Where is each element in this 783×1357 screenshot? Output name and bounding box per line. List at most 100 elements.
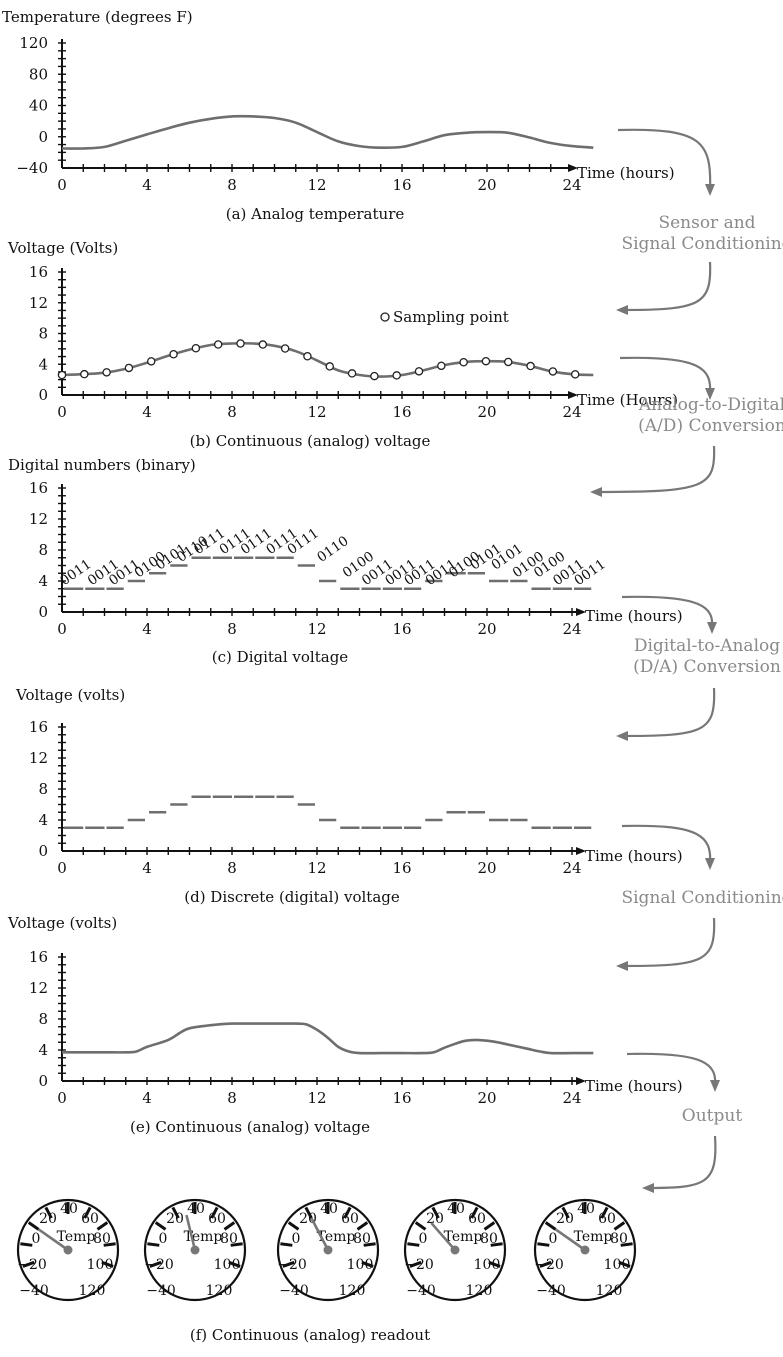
series-line [61,114,594,150]
dial-scale-label: 20 [166,1211,184,1227]
x-tick-label: 8 [227,620,237,638]
sampling-point [80,369,89,379]
flow-arrowhead-8 [616,961,628,971]
x-tick-label: 24 [562,403,581,421]
sampling-point [414,367,424,376]
x-tick-label: 0 [57,859,67,877]
dial-tick [147,1242,160,1247]
dial-scale-label: 40 [577,1201,595,1217]
flow-stage-sensor-line1: Sensor and [658,213,755,233]
y-tick-label: 120 [19,34,48,52]
x-tick-label: 16 [392,1089,411,1107]
dial-scale-label: 60 [81,1211,99,1227]
dial-tick [101,1260,114,1268]
x-tick-label: 16 [392,403,411,421]
y-tick-label: 16 [29,718,48,736]
process-flow: Sensor and Signal Conditioning Analog-to… [590,128,783,1193]
flow-arrow-4 [595,445,716,494]
flow-arrowhead-6 [616,731,628,741]
dial-tick [83,1206,92,1219]
x-tick-label: 8 [227,1089,237,1107]
x-tick-label: 24 [562,1089,581,1107]
y-tick-label: 0 [38,128,48,146]
y-tick-label: 0 [38,386,48,404]
x-tick-label: 12 [307,403,326,421]
panel-e-plot: 0 4 8 12 16 20 24 0 4 8 12 16 [29,948,594,1107]
dial-tick [409,1260,422,1268]
dial-scale-label: 60 [208,1211,226,1227]
dial-tick [483,1221,496,1231]
dial-tick [343,1206,352,1219]
sampling-point [57,370,67,380]
flow-arrowhead-4 [590,487,602,497]
dial-scale-label: −40 [406,1283,436,1299]
dial-tick [223,1221,236,1231]
dial-needle [37,1228,69,1252]
panel-d-plot: 0 4 8 12 16 20 24 0 4 8 12 16 [29,718,592,877]
dial-scale-label: 120 [206,1283,233,1299]
dial-tick [210,1206,219,1219]
flow-arrowhead-1 [705,184,715,196]
y-tick-label: 8 [38,325,48,343]
dial-scale-label: 80 [480,1231,498,1247]
flow-stage-ad-line1: Analog-to-Digital [638,395,783,415]
flow-arrow-5 [621,595,714,629]
flow-arrow-9 [626,1052,717,1087]
sampling-point [124,363,134,373]
dial-scale-label: −20 [144,1257,174,1273]
dial-tick [620,1242,633,1247]
panel-d: Voltage (volts) Time (hours) (d) Discret… [15,686,683,906]
sampling-point [481,356,491,366]
x-tick-label: 12 [307,1089,326,1107]
x-tick-label: 4 [142,859,152,877]
dial-tick [600,1206,609,1219]
y-tick-label: 4 [38,355,48,373]
dial-scale-label: 0 [159,1231,168,1247]
dial-tick [561,1206,570,1219]
dial-tick [304,1206,313,1219]
sampling-point [347,369,357,378]
dial-scale-label: 0 [419,1231,428,1247]
sampling-point [325,362,334,371]
panel-e: Voltage (volts) Time (hours) (e) Continu… [7,914,683,1136]
dial-tick [27,1221,40,1231]
panel-d-ylabel: Voltage (volts) [15,686,125,704]
sampling-point [570,370,580,379]
sampling-point [459,358,468,367]
sampling-point [526,361,535,371]
panel-a-ylabel: Temperature (degrees F) [2,8,193,26]
x-tick-label: 16 [392,176,411,194]
x-tick-label: 8 [227,859,237,877]
y-tick-label: 8 [38,780,48,798]
x-axis-arrow [576,608,586,616]
dial-tick [20,1242,33,1247]
dial-tick [431,1206,440,1219]
dial-scale-label: 40 [447,1201,465,1217]
x-tick-label: 20 [477,620,496,638]
dial-tick [470,1206,479,1219]
dial-label: Temp [317,1229,356,1245]
y-tick-label: 16 [29,948,48,966]
x-tick-label: 16 [392,859,411,877]
dial-tick [22,1260,35,1268]
x-tick-label: 8 [227,176,237,194]
dial-needle [554,1228,586,1252]
panel-e-xlabel: Time (hours) [585,1077,683,1095]
panel-b-caption: (b) Continuous (analog) voltage [190,432,431,450]
sampling-point [146,357,156,366]
panel-b-ylabel: Voltage (Volts) [7,239,118,257]
flow-stage-sensor-line2: Signal Conditioning [621,234,783,254]
x-tick-label: 24 [562,620,581,638]
dial-tick [544,1221,557,1231]
sampling-point [437,361,446,371]
dial-hub [450,1245,460,1255]
panel-c: Digital numbers (binary) Time (hours) (c… [8,456,683,666]
panel-b-xlabel: Time (Hours) [577,391,678,409]
dial-hub [323,1245,333,1255]
dial-scale-label: 0 [32,1231,41,1247]
dial-scale-label: 120 [596,1283,623,1299]
x-tick-label: 20 [477,403,496,421]
panel-f-dials: −40−20020406080100120Temp−40−20020406080… [16,1198,637,1302]
